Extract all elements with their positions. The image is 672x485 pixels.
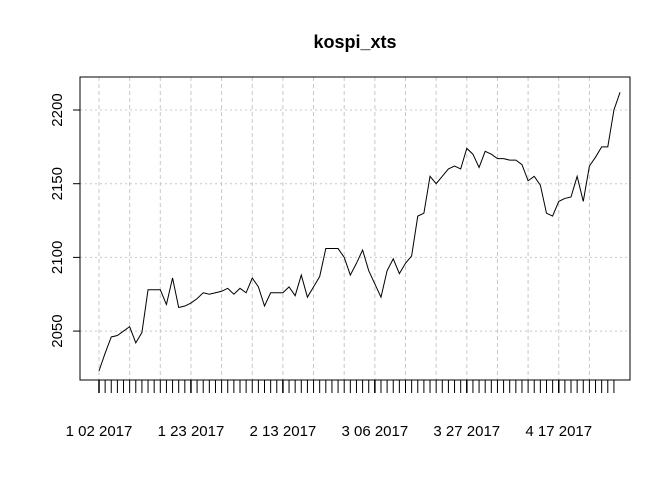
- chart-title: kospi_xts: [313, 32, 396, 52]
- plot-box: [79, 76, 631, 381]
- series-line: [98, 92, 621, 372]
- x-tick-label: 3 27 2017: [433, 423, 500, 440]
- y-tick-label: 2150: [49, 167, 66, 200]
- x-tick-label: 1 02 2017: [66, 423, 133, 440]
- x-tick-label: 4 17 2017: [525, 423, 592, 440]
- x-tick-label: 2 13 2017: [250, 423, 317, 440]
- x-tick-label: 1 23 2017: [158, 423, 225, 440]
- y-tick-label: 2050: [49, 314, 66, 347]
- y-tick-label: 2200: [49, 93, 66, 126]
- y-tick-label: 2100: [49, 241, 66, 274]
- plot: 2050 2100 2150 2200 1 02 2017 1 23 2017 2 13 2…: [49, 77, 630, 440]
- x-tick-label: 3 06 2017: [341, 423, 408, 440]
